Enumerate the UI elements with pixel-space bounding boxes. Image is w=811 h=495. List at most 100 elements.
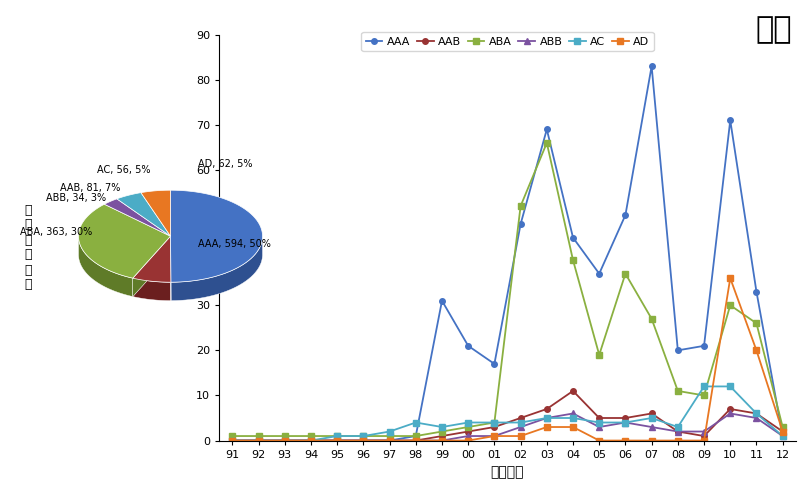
AAB xyxy=(332,438,341,444)
ABB xyxy=(489,433,499,439)
ABA xyxy=(489,420,499,426)
ABB xyxy=(463,433,473,439)
AC xyxy=(227,438,237,444)
AAA xyxy=(724,117,734,123)
AD xyxy=(332,438,341,444)
X-axis label: 출원년도: 출원년도 xyxy=(490,465,524,479)
AAB xyxy=(227,438,237,444)
Line: AC: AC xyxy=(230,384,784,444)
ABB xyxy=(751,415,761,421)
Line: ABB: ABB xyxy=(230,411,784,444)
AC xyxy=(410,420,420,426)
ABA xyxy=(515,203,525,209)
AAB xyxy=(306,438,315,444)
Line: ABA: ABA xyxy=(230,140,784,439)
ABA xyxy=(358,433,368,439)
Text: 특
허
출
원
건
수: 특 허 출 원 건 수 xyxy=(24,203,32,292)
PathPatch shape xyxy=(133,236,170,297)
AAA xyxy=(568,235,577,241)
AD xyxy=(410,438,420,444)
PathPatch shape xyxy=(79,237,133,297)
ABB xyxy=(332,438,341,444)
PathPatch shape xyxy=(170,190,262,282)
ABB xyxy=(515,424,525,430)
AD xyxy=(777,429,787,435)
ABA xyxy=(698,393,708,398)
ABA xyxy=(436,429,446,435)
AAB xyxy=(724,406,734,412)
AC xyxy=(620,420,629,426)
PathPatch shape xyxy=(133,236,170,297)
ABA xyxy=(410,433,420,439)
AD xyxy=(384,438,394,444)
AAB xyxy=(594,415,603,421)
ABA xyxy=(227,433,237,439)
AD xyxy=(306,438,315,444)
AAA xyxy=(410,433,420,439)
AD xyxy=(436,438,446,444)
ABA xyxy=(332,433,341,439)
PathPatch shape xyxy=(117,193,170,236)
AD xyxy=(620,438,629,444)
AC xyxy=(436,424,446,430)
ABA xyxy=(672,388,682,394)
AC xyxy=(568,415,577,421)
AC xyxy=(751,410,761,416)
AD xyxy=(698,438,708,444)
Line: AD: AD xyxy=(230,275,784,444)
Text: AC, 56, 5%: AC, 56, 5% xyxy=(97,165,150,175)
ABB xyxy=(672,429,682,435)
AAB xyxy=(646,410,655,416)
AAB xyxy=(698,433,708,439)
AAB xyxy=(384,438,394,444)
AAA xyxy=(777,433,787,439)
AAB xyxy=(253,438,263,444)
ABA xyxy=(568,257,577,263)
Line: AAA: AAA xyxy=(230,63,784,444)
AD xyxy=(358,438,368,444)
ABA xyxy=(280,433,290,439)
ABA xyxy=(594,352,603,358)
ABA xyxy=(253,433,263,439)
AAA xyxy=(698,343,708,349)
ABB xyxy=(227,438,237,444)
AC xyxy=(541,415,551,421)
PathPatch shape xyxy=(141,190,170,236)
PathPatch shape xyxy=(133,278,171,300)
ABB xyxy=(698,429,708,435)
PathPatch shape xyxy=(104,199,170,236)
AD xyxy=(489,433,499,439)
AAA xyxy=(358,438,368,444)
AAB xyxy=(568,388,577,394)
AC xyxy=(698,384,708,390)
ABA xyxy=(384,433,394,439)
AD xyxy=(751,347,761,353)
ABA xyxy=(724,302,734,308)
AD xyxy=(646,438,655,444)
AC xyxy=(306,438,315,444)
AC xyxy=(594,420,603,426)
AC xyxy=(384,429,394,435)
AAB xyxy=(541,406,551,412)
ABA xyxy=(777,424,787,430)
ABA xyxy=(620,271,629,277)
AD xyxy=(515,433,525,439)
AC xyxy=(646,415,655,421)
AAA xyxy=(280,438,290,444)
ABA xyxy=(541,140,551,146)
Text: AAB, 81, 7%: AAB, 81, 7% xyxy=(59,183,120,194)
ABB xyxy=(384,438,394,444)
AD xyxy=(568,424,577,430)
ABA xyxy=(646,316,655,322)
ABB xyxy=(541,415,551,421)
AAB xyxy=(777,429,787,435)
AAB xyxy=(280,438,290,444)
AAB xyxy=(751,410,761,416)
AD xyxy=(541,424,551,430)
AAA xyxy=(751,289,761,295)
ABB xyxy=(568,410,577,416)
ABB xyxy=(724,410,734,416)
AC xyxy=(515,420,525,426)
AAA xyxy=(463,343,473,349)
AAA xyxy=(332,438,341,444)
